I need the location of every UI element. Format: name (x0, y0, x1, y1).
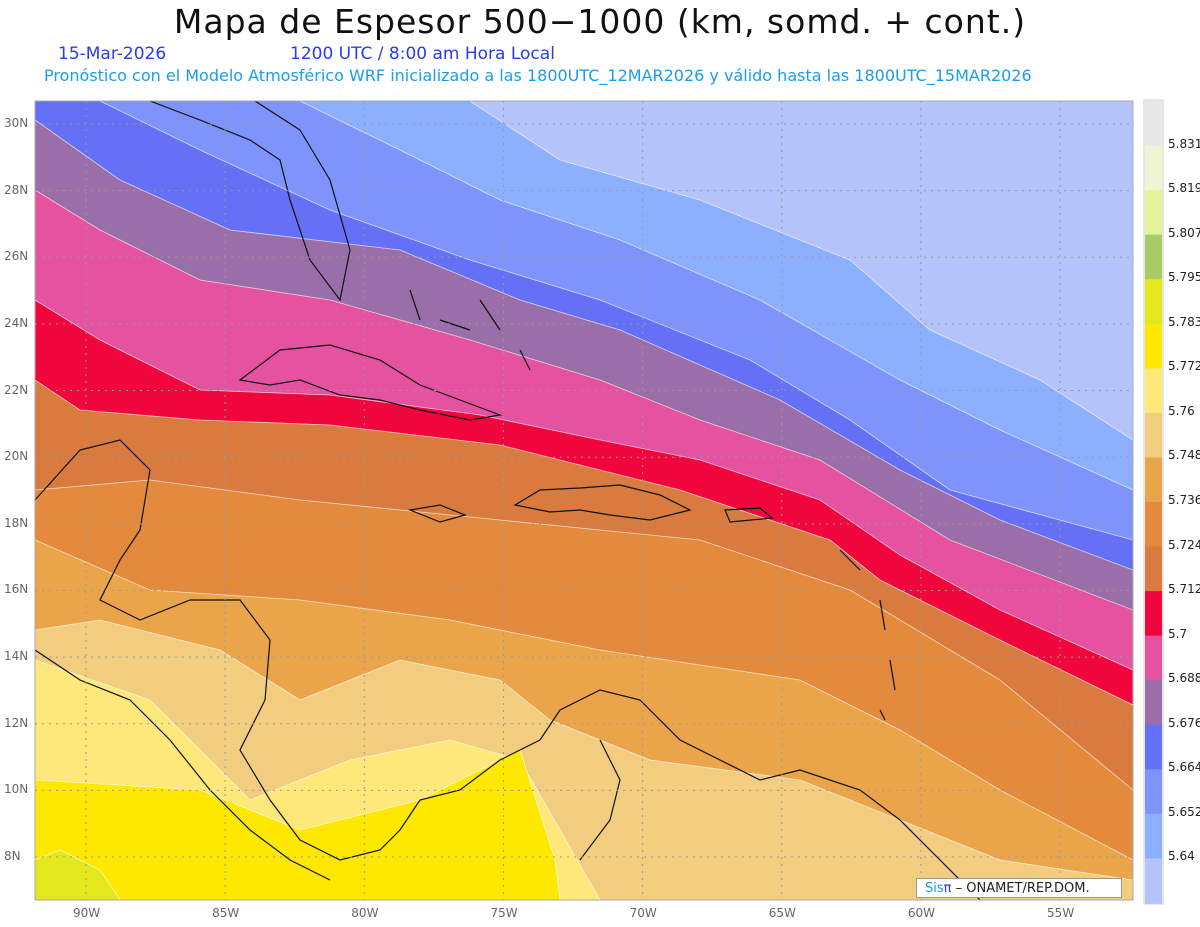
lat-tick-label: 28N (4, 182, 29, 197)
colorbar-cell (1145, 323, 1162, 369)
map-title: Mapa de Espesor 500−1000 (km, somd. + co… (173, 2, 1027, 41)
colorbar-cell (1145, 858, 1162, 904)
colorbar-label: 5.712 (1168, 582, 1200, 597)
colorbar-label: 5.7 (1168, 626, 1188, 641)
lat-tick-label: 16N (4, 582, 29, 597)
colorbar-cell (1145, 680, 1162, 726)
lon-tick-label: 65W (768, 906, 796, 920)
colorbar (1143, 99, 1164, 905)
credit-box: Sisπ – ONAMET/REP.DOM. (916, 878, 1122, 898)
lat-tick-label: 8N (4, 849, 21, 864)
colorbar-cell (1145, 412, 1162, 458)
colorbar-cell (1145, 101, 1162, 147)
lat-lon-grid (35, 101, 1133, 900)
colorbar-cell (1145, 145, 1162, 191)
colorbar-label: 5.676 (1168, 715, 1200, 730)
colorbar-label: 5.76 (1168, 403, 1195, 418)
colorbar-cell (1145, 502, 1162, 548)
colorbar-label: 5.736 (1168, 493, 1200, 507)
coastlines (35, 101, 981, 900)
lon-tick-label: 70W (629, 906, 657, 920)
colorbar-frame (1143, 99, 1164, 905)
lat-tick-label: 24N (4, 315, 29, 330)
bahamas-coast (409, 289, 531, 371)
lat-tick-label: 12N (4, 715, 29, 730)
cuba-coast (238, 344, 503, 421)
lat-tick-label: 14N (4, 649, 29, 664)
sis-logo-text: Sis (925, 881, 944, 896)
lon-tick-label: 90W (73, 906, 101, 920)
credit-org: – ONAMET/REP.DOM. (955, 881, 1090, 896)
lon-tick-label: 85W (212, 906, 240, 920)
lat-tick-label: 18N (4, 515, 29, 530)
model-subtitle: Pronóstico con el Modelo Atmosférico WRF… (44, 66, 1032, 85)
forecast-time: 1200 UTC / 8:00 am Hora Local (290, 44, 555, 64)
lon-tick-label: 55W (1047, 906, 1075, 920)
colorbar-label: 5.652 (1168, 804, 1200, 819)
colorbar-cell (1145, 457, 1162, 503)
colorbar-cell (1145, 279, 1162, 325)
colorbar-cell (1145, 546, 1162, 592)
thickness-band (35, 101, 121, 900)
colorbar-label: 5.64 (1168, 849, 1195, 864)
hispaniola-coast (513, 484, 692, 521)
colorbar-label: 5.748 (1168, 448, 1200, 463)
colorbar-label: 5.664 (1168, 760, 1200, 775)
colorbar-label: 5.783 (1168, 314, 1200, 329)
colorbar-cell (1145, 591, 1162, 637)
colorbar-cell (1145, 635, 1162, 681)
south-america-coast (539, 689, 981, 900)
colorbar-label: 5.724 (1168, 537, 1200, 552)
colorbar-label: 5.688 (1168, 671, 1200, 686)
lat-tick-label: 10N (4, 782, 29, 797)
colorbar-cell (1145, 769, 1162, 815)
map-frame (34, 100, 1134, 901)
florida-coast (149, 101, 351, 302)
lat-tick-label: 22N (4, 382, 29, 397)
colorbar-cell (1145, 234, 1162, 280)
jamaica-coast (407, 504, 467, 523)
thickness-band (35, 101, 561, 900)
colorbar-label: 5.831 (1168, 136, 1200, 151)
colorbar-cell (1145, 368, 1162, 414)
lon-tick-label: 80W (351, 906, 379, 920)
lon-tick-label: 75W (490, 906, 518, 920)
colorbar-cell (1145, 190, 1162, 236)
thickness-bands (35, 101, 1133, 900)
colorbar-label: 5.795 (1168, 270, 1200, 285)
colorbar-cell (1145, 724, 1162, 770)
pi-logo: π (943, 881, 952, 896)
colorbar-label: 5.819 (1168, 181, 1200, 196)
central-america-coast (35, 439, 541, 881)
lat-tick-label: 26N (4, 249, 29, 264)
colorbar-label: 5.807 (1168, 225, 1200, 240)
lat-tick-label: 20N (4, 449, 29, 464)
lat-tick-label: 30N (4, 116, 29, 130)
lon-tick-label: 60W (907, 906, 936, 920)
forecast-date: 15-Mar-2026 (58, 44, 167, 64)
colorbar-label: 5.772 (1168, 359, 1200, 374)
colorbar-cell (1145, 813, 1162, 859)
puerto-rico-coast (724, 507, 774, 523)
lesser-antilles-coast (839, 549, 896, 721)
